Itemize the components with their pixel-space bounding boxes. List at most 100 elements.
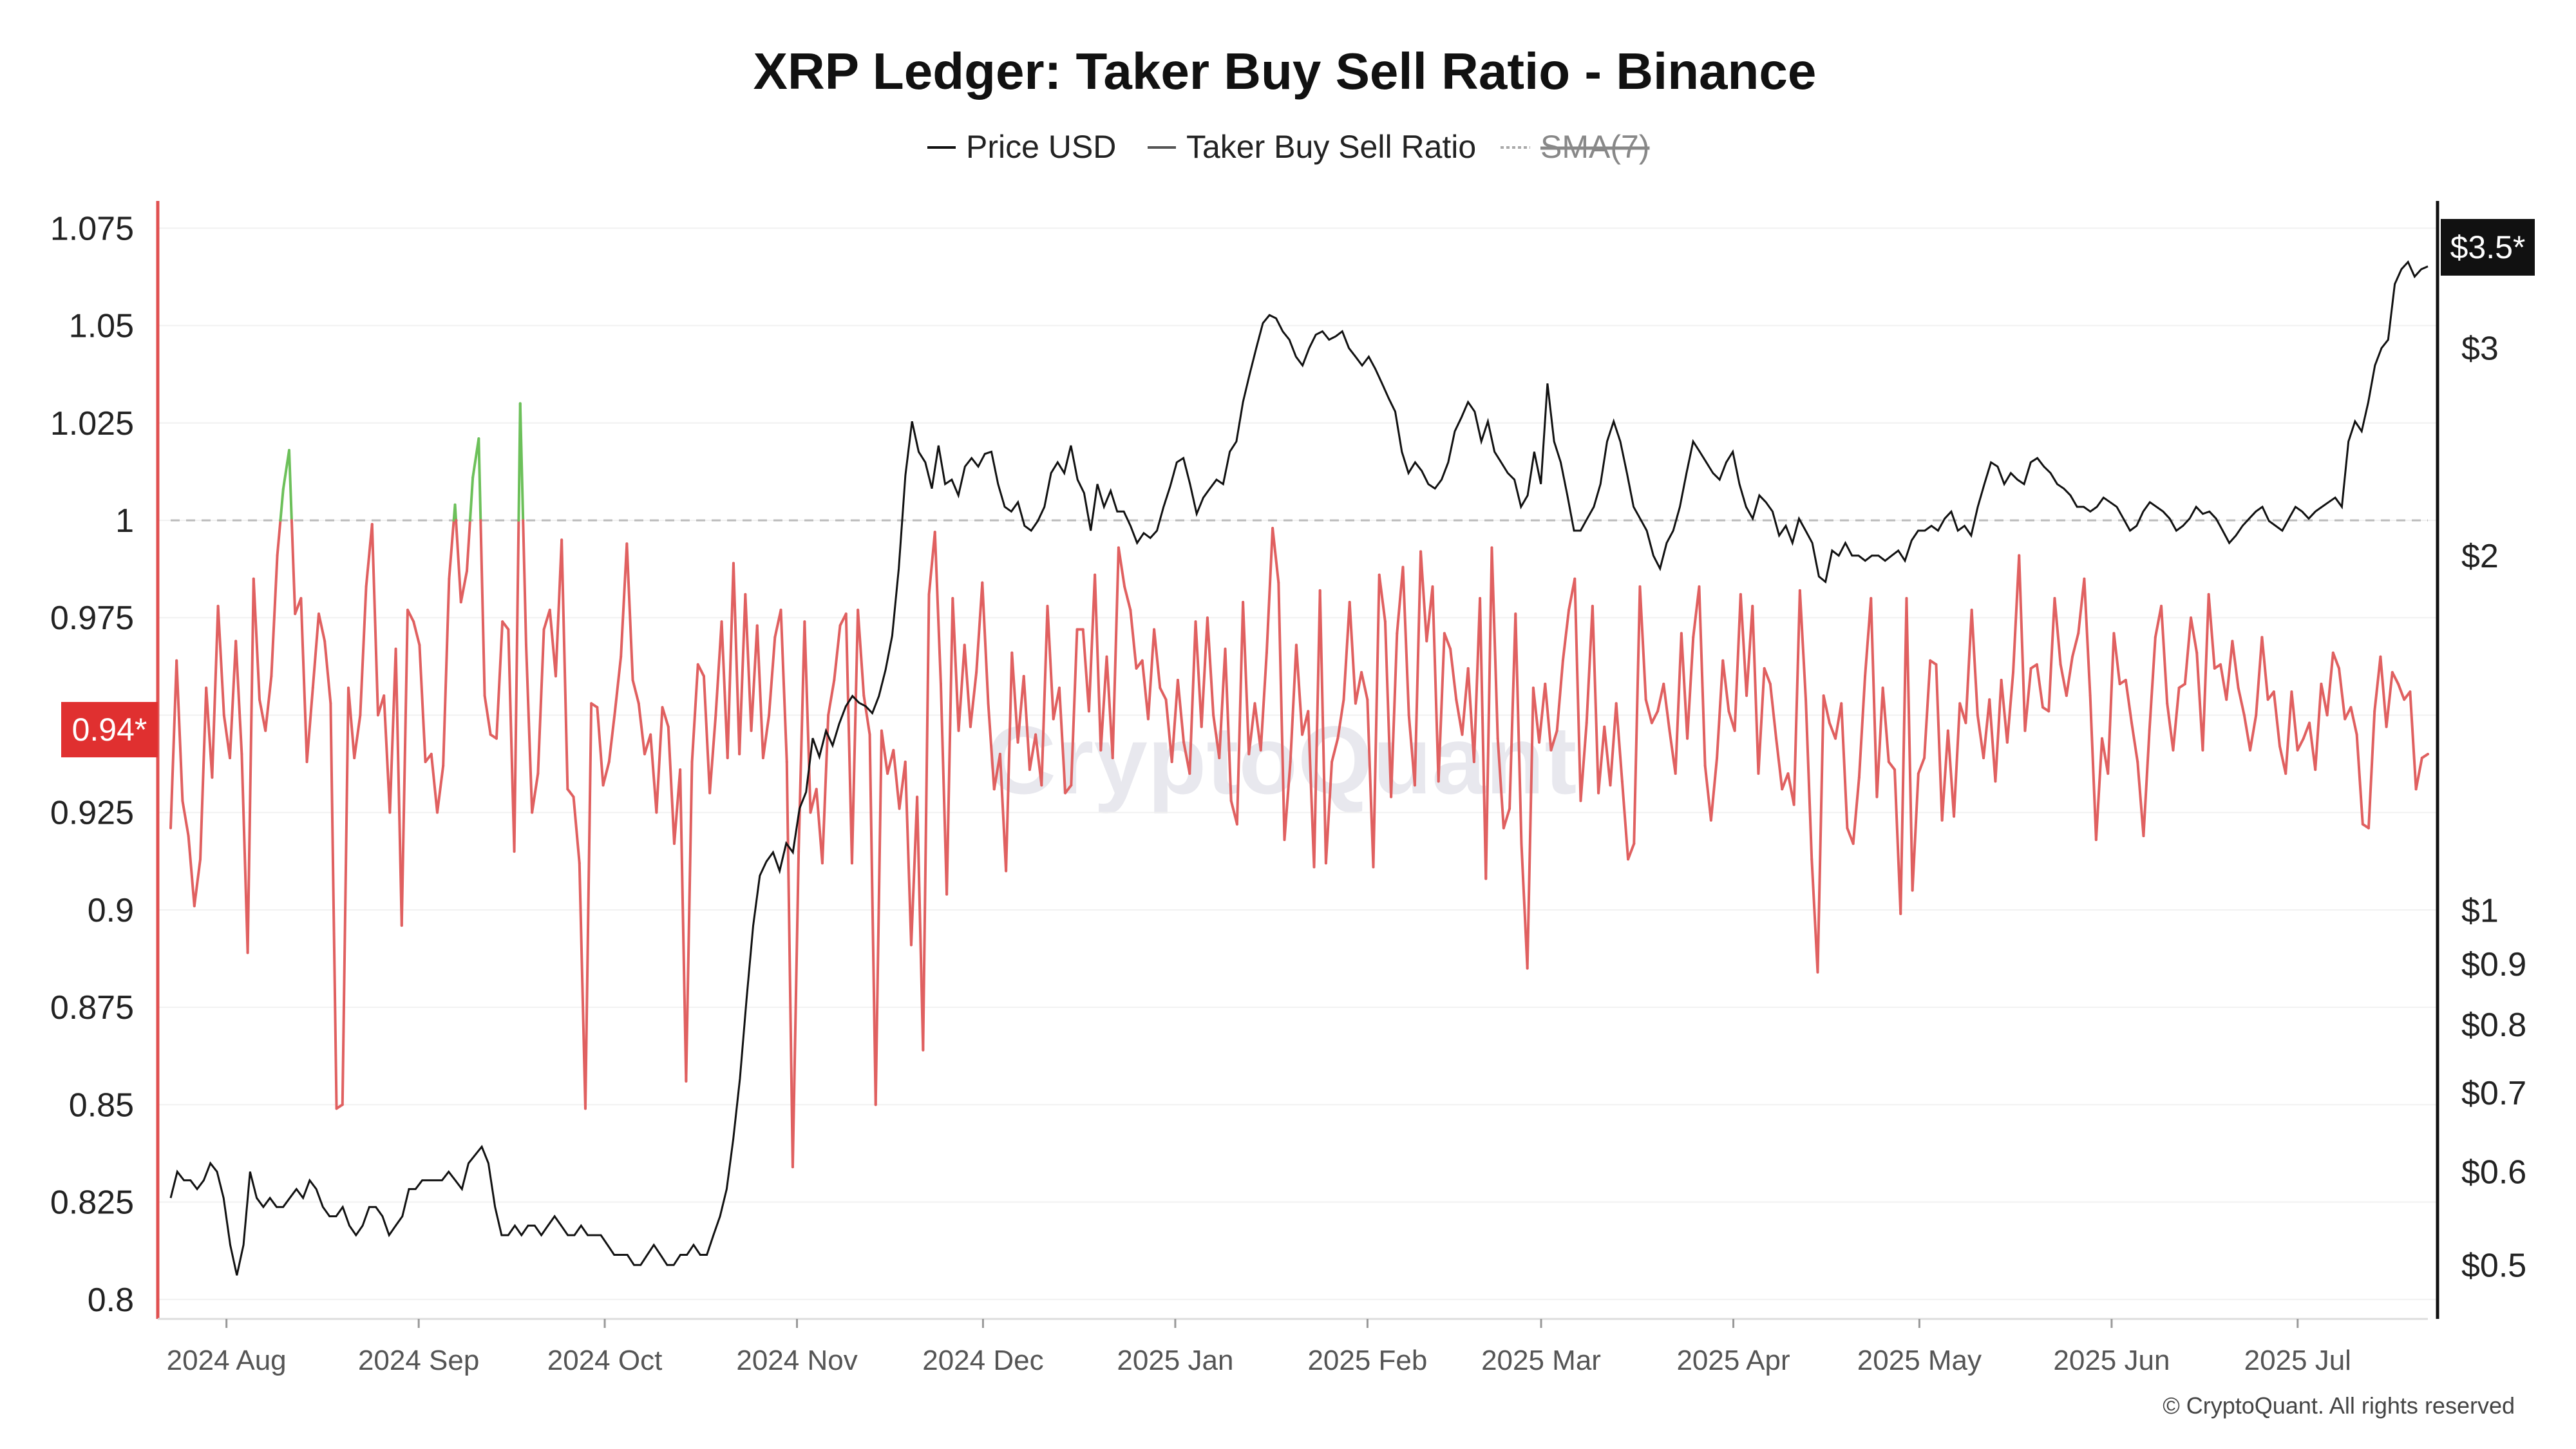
ratio-segment <box>927 531 936 596</box>
ratio-segment <box>2231 639 2240 690</box>
ratio-segment <box>583 702 593 1110</box>
ratio-segment <box>216 605 225 717</box>
ratio-segment <box>1324 761 1334 865</box>
ratio-segment <box>1768 683 1778 740</box>
ratio-segment <box>2012 554 2021 674</box>
ratio-segment <box>246 577 255 954</box>
current-price-badge: $3.5* <box>2441 219 2535 276</box>
ratio-segment <box>2083 577 2092 697</box>
ratio-segment <box>1627 842 1636 861</box>
ratio-segment <box>933 531 942 686</box>
ratio-segment <box>827 679 836 717</box>
ratio-segment <box>1087 573 1097 713</box>
ratio-segment <box>1111 546 1120 759</box>
ratio-segment <box>2053 596 2062 666</box>
ratio-segment <box>501 620 510 631</box>
ratio-segment <box>2148 636 2157 732</box>
ratio-segment <box>613 655 623 713</box>
ratio-segment <box>702 674 712 795</box>
ratio-segment <box>2325 651 2334 717</box>
ratio-segment <box>1680 632 1689 740</box>
ratio-segment <box>346 687 356 759</box>
ratio-segment <box>2225 639 2234 701</box>
ratio-segment <box>1982 698 1991 759</box>
ratio-segment <box>987 702 996 791</box>
ratio-segment <box>1265 527 1274 654</box>
ratio-segment <box>222 714 231 759</box>
ratio-segment <box>750 624 759 732</box>
ratio-segment <box>1733 592 1742 732</box>
ratio-segment <box>522 519 527 647</box>
ratio-segment <box>637 702 646 755</box>
ratio-segment <box>850 609 860 865</box>
ratio-segment <box>1366 698 1375 869</box>
ratio-segment <box>1911 772 1920 892</box>
ratio-segment <box>518 402 525 522</box>
ratio-segment <box>922 592 931 1052</box>
ratio-segment <box>1508 612 1517 810</box>
ratio-segment <box>1662 683 1671 732</box>
ratio-segment <box>1224 647 1233 802</box>
ratio-segment <box>696 663 705 677</box>
y-left-tick-label: 0.975 <box>50 600 134 637</box>
ratio-segment <box>755 624 764 759</box>
legend-label-sma: SMA(7) <box>1540 129 1649 165</box>
ratio-segment <box>2142 729 2151 837</box>
legend-item-sma[interactable]: SMA(7) <box>1501 129 1649 165</box>
ratio-segment <box>1615 702 1624 783</box>
ratio-segment <box>341 687 350 1106</box>
ratio-segment <box>1716 659 1725 759</box>
ratio-segment <box>685 761 694 1083</box>
x-tick-label: 2024 Nov <box>736 1345 857 1376</box>
ratio-segment <box>1289 643 1298 764</box>
ratio-segment <box>2065 655 2074 697</box>
x-tick-label: 2025 Feb <box>1307 1345 1427 1376</box>
current-price-badge-bg <box>2441 219 2535 276</box>
ratio-segment <box>2409 690 2418 791</box>
ratio-segment <box>1810 858 1819 974</box>
legend-item-ratio[interactable]: Taker Buy Sell Ratio <box>1148 129 1476 165</box>
ratio-segment <box>1057 687 1067 795</box>
x-tick-label: 2025 Jun <box>2053 1345 2170 1376</box>
ratio-segment <box>1520 842 1529 970</box>
ratio-segment <box>1336 698 1345 740</box>
ratio-segment <box>1235 601 1245 826</box>
ratio-segment <box>957 643 966 732</box>
y-right-tick-label: $0.5 <box>2461 1247 2526 1284</box>
ratio-segment <box>228 639 238 759</box>
ratio-segment <box>388 647 397 814</box>
ratio-segment <box>1633 585 1642 846</box>
legend-item-price[interactable]: Price USD <box>927 129 1116 165</box>
ratio-segment <box>1644 698 1653 724</box>
grid <box>158 227 2438 1300</box>
ratio-segment <box>1703 764 1712 822</box>
ratio-segment <box>1935 663 1944 822</box>
ratio-segment <box>1188 620 1197 775</box>
y-right-ticks: $3 $2 $1 $0.9 $0.8 $0.7 $0.6 $0.5 <box>2461 330 2526 1285</box>
ratio-segment <box>1585 605 1594 724</box>
ratio-segment <box>785 761 794 1169</box>
ratio-segment <box>732 562 741 755</box>
y-right-tick-label: $2 <box>2461 538 2499 575</box>
ratio-segment <box>1490 546 1499 740</box>
ratio-segment <box>430 752 439 814</box>
ratio-segment <box>483 694 492 736</box>
ratio-segment <box>1579 721 1588 802</box>
ratio-segment <box>738 592 747 755</box>
ratio-segment <box>1745 605 1754 697</box>
ratio-segment <box>2077 577 2086 635</box>
ratio-segment <box>1094 573 1103 752</box>
current-ratio-badge: 0.94* <box>61 702 158 757</box>
current-ratio-badge-bg <box>61 702 158 757</box>
ratio-segment <box>299 596 308 764</box>
ratio-segment <box>365 523 374 588</box>
ratio-segment <box>2414 756 2423 791</box>
ratio-segment <box>1170 679 1179 764</box>
y-left-tick-label: 0.9 <box>88 892 134 929</box>
ratio-segment <box>1763 667 1772 686</box>
ratio-segment <box>1294 643 1304 736</box>
ratio-segment <box>193 858 202 907</box>
x-tick-label: 2024 Oct <box>547 1345 663 1376</box>
ratio-segment <box>1010 651 1019 744</box>
ratio-segment <box>981 581 990 705</box>
